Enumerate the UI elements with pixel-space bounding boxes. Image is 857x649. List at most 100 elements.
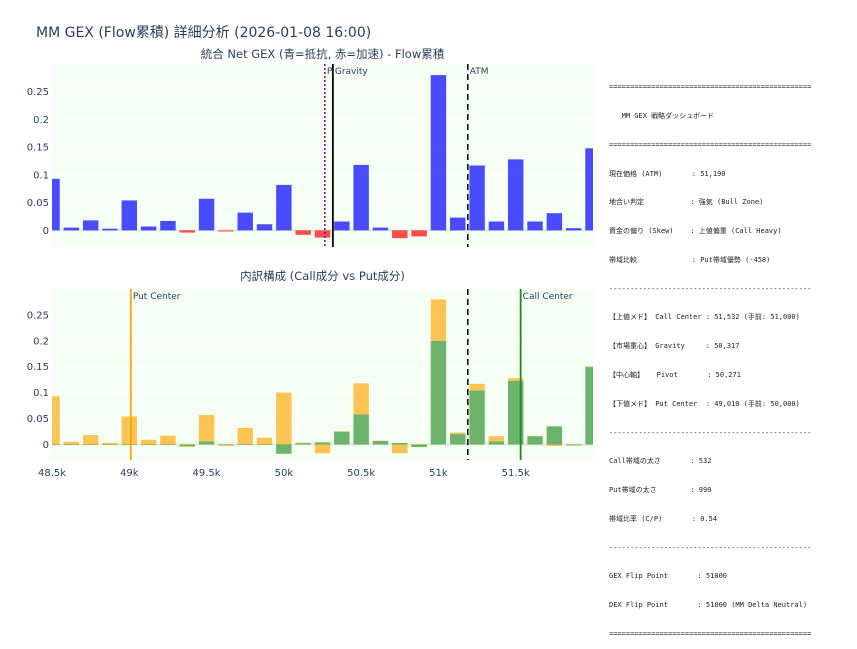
y-tick-label: 0.25 [27, 87, 49, 98]
dashboard-line: ========================================… [609, 630, 812, 639]
x-tick-label: 49k [120, 468, 139, 479]
dashboard-line: 帯域比率 (C/P) : 0.54 [609, 514, 718, 523]
bar [179, 230, 195, 233]
y-tick-label: 0.25 [27, 310, 49, 321]
bar-segment [353, 383, 369, 415]
chart-2: 0 0.05 0.1 0.15 0.2 0.25 48.5k 49k 49.5k 50k 50.5k… [27, 269, 593, 479]
bar [237, 212, 253, 231]
y-tick-label: 0.05 [27, 414, 49, 425]
bar-segment [63, 441, 80, 445]
bar-segment [430, 340, 447, 445]
bar-segment [392, 444, 408, 454]
dashboard-line: Call帯域の太さ : 532 [609, 457, 712, 466]
bar-segment [546, 426, 563, 445]
bar-segment [140, 444, 157, 445]
y-tick-label: 0.1 [33, 170, 49, 181]
bar [82, 220, 99, 231]
x-tick-label: 50k [275, 468, 294, 479]
bar-segment [102, 444, 118, 445]
dashboard-line: 【中心軸】 Pivot : 50,271 [609, 371, 741, 379]
bar-segment [334, 431, 350, 432]
page-title: MM GEX (Flow累積) 詳細分析 (2026-01-08 16:00) [36, 25, 372, 41]
bar [121, 200, 138, 231]
bar [102, 228, 118, 231]
bar-segment [276, 392, 292, 445]
bar [314, 230, 331, 238]
bar-segment [469, 383, 485, 391]
dashboard-line: 帯域比較 : Put帯域優勢 (-458) [609, 255, 771, 264]
bar [160, 220, 176, 231]
dashboard-line: DEX Flip Point : 51000 (MM Delta Neutral… [609, 601, 808, 610]
x-tick-label: 51k [429, 468, 448, 479]
marker-label: Gravity [335, 67, 369, 77]
bar [52, 178, 60, 231]
chart-title: 統合 Net GEX (青=抵抗, 赤=加速) - Flow累積 [201, 47, 445, 61]
plot-area [52, 64, 593, 247]
bar [488, 221, 505, 231]
bar-segment [469, 390, 485, 445]
bar-segment [372, 440, 389, 445]
marker-label: Call Center [523, 292, 573, 302]
bar-segment [314, 444, 331, 454]
plot-area [52, 289, 593, 460]
bars [52, 75, 593, 239]
y-tick-label: 0.2 [33, 336, 49, 347]
dashboard-line: 【下値メド】 Put Center : 49,010 (手前: 50,000) [609, 399, 800, 408]
bar [334, 221, 350, 231]
bar-segment [527, 436, 543, 437]
bar [392, 230, 408, 239]
bar-segment [82, 444, 99, 445]
bar-segment [527, 436, 543, 445]
bar [372, 227, 389, 231]
bar-segment [585, 366, 593, 368]
bar-segment [353, 414, 369, 445]
bar-segment [121, 416, 138, 445]
dashboard-line: ========================================… [609, 140, 812, 149]
bars [52, 299, 593, 454]
dashboard-line: Put帯域の太さ : 990 [609, 486, 712, 495]
marker-label: P [327, 67, 333, 77]
bar [256, 224, 273, 231]
bar-segment [276, 444, 292, 454]
dashboard-line: 現在価格 (ATM) : 51,190 [609, 169, 726, 178]
dashboard-line: 地合い判定 : 強気 (Bull Zone) [609, 198, 764, 207]
bar-segment [52, 444, 60, 445]
bar-segment [179, 444, 195, 447]
bar [295, 230, 311, 235]
bar-segment [295, 442, 311, 444]
bar-segment [52, 396, 60, 445]
gex-charts: 0 0.05 0.1 0.15 0.2 0.25 統合 Net GEX (青=抵抗, 赤=加… [27, 47, 593, 479]
dashboard-line: 【市場重心】 Gravity : 50,317 [609, 342, 740, 351]
bar-segment [450, 432, 466, 435]
dashboard-line: 資金の偏り (Skew) : 上値偏重 (Call Heavy) [609, 227, 782, 236]
bar-segment [372, 440, 389, 442]
dashboard-line: ----------------------------------------… [609, 428, 812, 437]
bar-segment [295, 442, 311, 445]
bar-segment [198, 441, 215, 445]
bar-segment [218, 444, 234, 447]
bar-segment [160, 444, 176, 445]
chart-1: 0 0.05 0.1 0.15 0.2 0.25 統合 Net GEX (青=抵抗, 赤=加… [27, 47, 593, 247]
dashboard-line: GEX Flip Point : 51000 [609, 572, 728, 581]
bar-segment [507, 380, 524, 445]
chart-title: 内訳構成 (Call成分 vs Put成分) [240, 269, 405, 283]
dashboard-line: MM GEX 戦略ダッシュボード [609, 111, 715, 120]
bar [218, 230, 234, 232]
bar [411, 230, 427, 237]
bar [565, 228, 582, 231]
bar [430, 75, 447, 231]
bar-segment [314, 442, 331, 445]
dashboard-line: ----------------------------------------… [609, 543, 812, 552]
y-tick-label: 0.2 [33, 115, 49, 126]
x-tick-label: 51.5k [502, 468, 530, 479]
y-tick-label: 0 [43, 440, 49, 451]
bar-segment [450, 434, 466, 445]
bar-segment [179, 446, 195, 448]
y-tick-label: 0.05 [27, 198, 49, 209]
y-tick-label: 0.1 [33, 388, 49, 399]
bar-segment [102, 442, 118, 445]
bar-segment [63, 444, 80, 445]
bar [546, 213, 563, 231]
bar [507, 159, 524, 231]
y-tick-label: 0.15 [27, 143, 49, 154]
